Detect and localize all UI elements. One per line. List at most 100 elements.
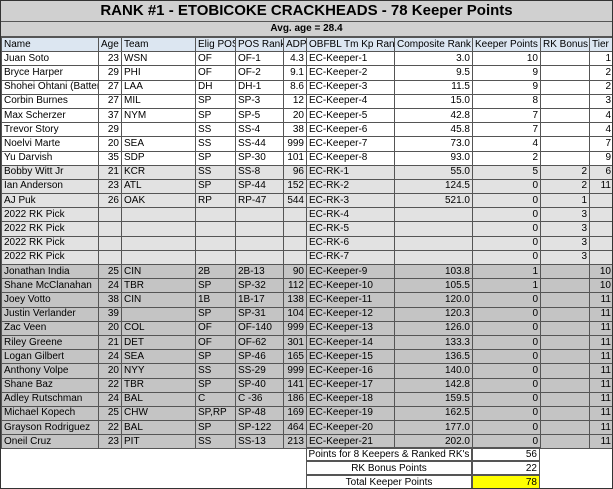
cell-rk-bonus[interactable]: 2 bbox=[540, 178, 590, 195]
cell-rk-bonus[interactable] bbox=[540, 263, 590, 280]
cell-tm-kp-rank[interactable]: EC-Keeper-12 bbox=[306, 306, 395, 322]
cell-rk-bonus[interactable] bbox=[540, 150, 590, 166]
header-name[interactable]: Name bbox=[1, 36, 99, 53]
cell-age[interactable] bbox=[98, 221, 122, 237]
cell-team[interactable] bbox=[121, 306, 196, 322]
cell-keeper-points[interactable]: 1 bbox=[472, 263, 541, 280]
cell-team[interactable] bbox=[121, 122, 196, 138]
cell-adp[interactable]: 96 bbox=[283, 164, 307, 180]
cell-keeper-points[interactable]: 10 bbox=[472, 51, 541, 67]
cell-team[interactable]: ATL bbox=[121, 178, 196, 195]
cell-name[interactable]: 2022 RK Pick bbox=[1, 235, 99, 251]
cell-composite-rank[interactable]: 177.0 bbox=[394, 420, 473, 436]
cell-elig-pos[interactable]: SS bbox=[195, 434, 236, 450]
cell-age[interactable]: 20 bbox=[98, 363, 122, 379]
cell-adp[interactable]: 141 bbox=[283, 377, 307, 393]
cell-age[interactable]: 23 bbox=[98, 51, 122, 67]
cell-tier[interactable]: 3 bbox=[589, 93, 612, 109]
cell-pos-rank[interactable]: SS-13 bbox=[235, 434, 284, 450]
cell-composite-rank[interactable]: 93.0 bbox=[394, 150, 473, 166]
cell-elig-pos[interactable] bbox=[195, 207, 236, 223]
cell-keeper-points[interactable]: 0 bbox=[472, 377, 541, 393]
cell-age[interactable]: 35 bbox=[98, 150, 122, 166]
cell-composite-rank[interactable]: 42.8 bbox=[394, 107, 473, 124]
cell-tier[interactable]: 11 bbox=[589, 363, 612, 379]
cell-tier[interactable] bbox=[589, 193, 612, 209]
cell-pos-rank[interactable]: SS-44 bbox=[235, 136, 284, 152]
cell-keeper-points[interactable]: 0 bbox=[472, 306, 541, 322]
cell-rk-bonus[interactable] bbox=[540, 278, 590, 294]
header-adp[interactable]: ADP bbox=[283, 36, 307, 53]
cell-tm-kp-rank[interactable]: EC-Keeper-10 bbox=[306, 278, 395, 294]
cell-adp[interactable]: 101 bbox=[283, 150, 307, 166]
header-elig-pos[interactable]: Elig POS bbox=[195, 36, 236, 53]
cell-adp[interactable]: 20 bbox=[283, 107, 307, 124]
cell-composite-rank[interactable]: 521.0 bbox=[394, 193, 473, 209]
cell-keeper-points[interactable]: 0 bbox=[472, 434, 541, 450]
cell-tm-kp-rank[interactable]: EC-RK-2 bbox=[306, 178, 395, 195]
cell-name[interactable]: Ian Anderson bbox=[1, 178, 99, 195]
cell-team[interactable]: CIN bbox=[121, 292, 196, 308]
cell-elig-pos[interactable] bbox=[195, 221, 236, 237]
cell-keeper-points[interactable]: 0 bbox=[472, 221, 541, 237]
cell-team[interactable] bbox=[121, 249, 196, 266]
cell-age[interactable]: 25 bbox=[98, 263, 122, 280]
cell-name[interactable]: Trevor Story bbox=[1, 122, 99, 138]
cell-team[interactable]: PHI bbox=[121, 65, 196, 81]
cell-pos-rank[interactable]: OF-62 bbox=[235, 334, 284, 351]
cell-tm-kp-rank[interactable]: EC-Keeper-14 bbox=[306, 334, 395, 351]
cell-keeper-points[interactable]: 0 bbox=[472, 391, 541, 407]
cell-elig-pos[interactable]: SP bbox=[195, 278, 236, 294]
cell-rk-bonus[interactable] bbox=[540, 363, 590, 379]
cell-tm-kp-rank[interactable]: EC-RK-1 bbox=[306, 164, 395, 180]
cell-keeper-points[interactable]: 0 bbox=[472, 292, 541, 308]
cell-name[interactable]: Yu Darvish bbox=[1, 150, 99, 166]
cell-keeper-points[interactable]: 2 bbox=[472, 150, 541, 166]
cell-pos-rank[interactable]: SP-44 bbox=[235, 178, 284, 195]
cell-composite-rank[interactable]: 120.0 bbox=[394, 292, 473, 308]
cell-team[interactable]: TBR bbox=[121, 377, 196, 393]
cell-rk-bonus[interactable] bbox=[540, 349, 590, 365]
cell-tier[interactable]: 11 bbox=[589, 334, 612, 351]
cell-composite-rank[interactable]: 136.5 bbox=[394, 349, 473, 365]
cell-pos-rank[interactable]: SP-32 bbox=[235, 278, 284, 294]
cell-rk-bonus[interactable] bbox=[540, 306, 590, 322]
cell-adp[interactable]: 464 bbox=[283, 420, 307, 436]
cell-age[interactable] bbox=[98, 235, 122, 251]
cell-adp[interactable] bbox=[283, 221, 307, 237]
cell-team[interactable] bbox=[121, 221, 196, 237]
cell-composite-rank[interactable]: 55.0 bbox=[394, 164, 473, 180]
cell-composite-rank[interactable] bbox=[394, 249, 473, 266]
cell-keeper-points[interactable]: 7 bbox=[472, 122, 541, 138]
cell-tier[interactable]: 4 bbox=[589, 122, 612, 138]
cell-adp[interactable]: 152 bbox=[283, 178, 307, 195]
cell-rk-bonus[interactable] bbox=[540, 79, 590, 95]
cell-pos-rank[interactable]: RP-47 bbox=[235, 193, 284, 209]
cell-tm-kp-rank[interactable]: EC-Keeper-16 bbox=[306, 363, 395, 379]
cell-age[interactable]: 23 bbox=[98, 434, 122, 450]
cell-pos-rank[interactable]: SP-46 bbox=[235, 349, 284, 365]
cell-tier[interactable] bbox=[589, 207, 612, 223]
cell-tm-kp-rank[interactable]: EC-RK-6 bbox=[306, 235, 395, 251]
cell-age[interactable]: 38 bbox=[98, 292, 122, 308]
cell-elig-pos[interactable]: SP bbox=[195, 93, 236, 109]
cell-adp[interactable]: 4.3 bbox=[283, 51, 307, 67]
cell-adp[interactable]: 999 bbox=[283, 136, 307, 152]
cell-keeper-points[interactable]: 0 bbox=[472, 178, 541, 195]
cell-elig-pos[interactable]: SS bbox=[195, 122, 236, 138]
cell-tier[interactable]: 11 bbox=[589, 292, 612, 308]
cell-keeper-points[interactable]: 5 bbox=[472, 164, 541, 180]
cell-team[interactable]: MIL bbox=[121, 93, 196, 109]
cell-adp[interactable]: 8.6 bbox=[283, 79, 307, 95]
cell-team[interactable]: NYY bbox=[121, 363, 196, 379]
cell-tier[interactable]: 9 bbox=[589, 150, 612, 166]
cell-tm-kp-rank[interactable]: EC-Keeper-2 bbox=[306, 65, 395, 81]
cell-name[interactable]: 2022 RK Pick bbox=[1, 221, 99, 237]
cell-composite-rank[interactable]: 159.5 bbox=[394, 391, 473, 407]
cell-age[interactable]: 20 bbox=[98, 320, 122, 336]
cell-composite-rank[interactable]: 11.5 bbox=[394, 79, 473, 95]
cell-name[interactable]: Adley Rutschman bbox=[1, 391, 99, 407]
cell-pos-rank[interactable]: SP-122 bbox=[235, 420, 284, 436]
cell-tm-kp-rank[interactable]: EC-Keeper-18 bbox=[306, 391, 395, 407]
cell-team[interactable] bbox=[121, 207, 196, 223]
